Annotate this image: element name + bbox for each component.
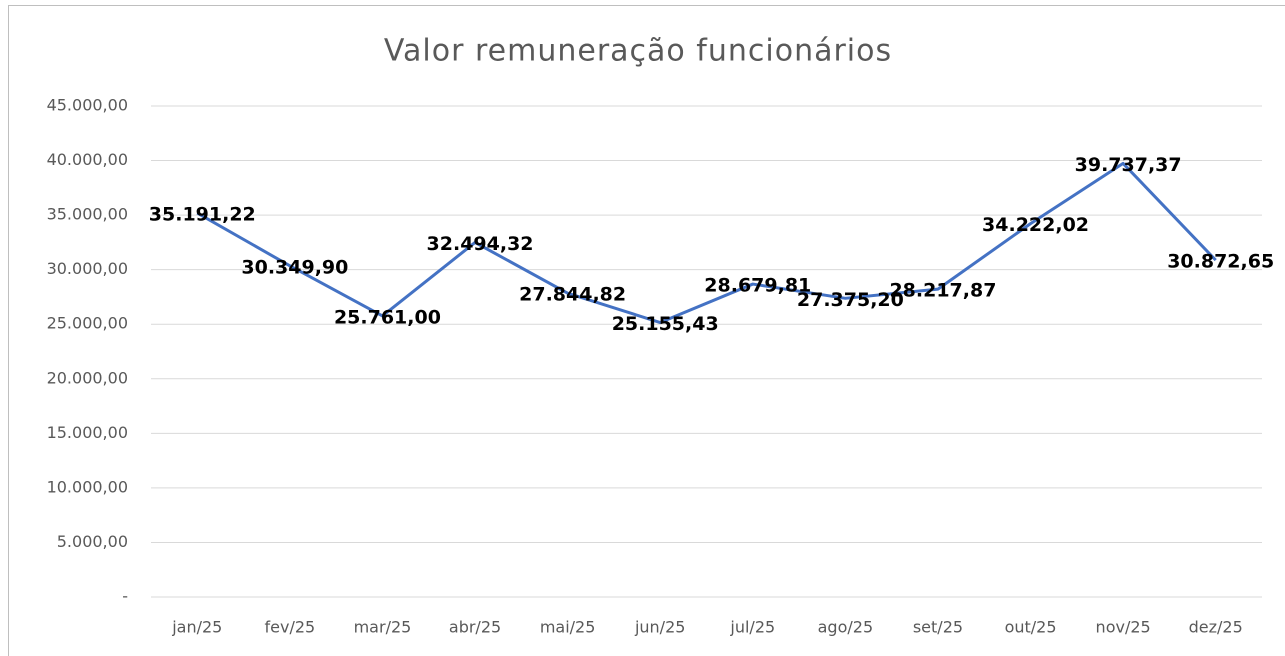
chart-border [8,5,1285,656]
data-label: 34.222,02 [982,214,1089,236]
y-tick-label: 40.000,00 [47,150,128,169]
data-label: 35.191,22 [149,204,256,226]
x-tick-label: ago/25 [818,618,874,637]
data-label: 28.679,81 [704,275,811,297]
x-tick-label: nov/25 [1096,618,1151,637]
x-tick-label: jan/25 [171,618,222,637]
data-label: 25.155,43 [612,313,719,335]
data-label: 27.844,82 [519,284,626,306]
y-tick-label: 25.000,00 [47,314,128,333]
y-tick-label: 5.000,00 [57,532,128,551]
x-tick-label: dez/25 [1189,618,1243,637]
data-label: 30.872,65 [1167,251,1274,273]
x-tick-label: mar/25 [354,618,412,637]
x-tick-label: out/25 [1005,618,1057,637]
y-tick-label: 15.000,00 [47,423,128,442]
y-tick-label: 35.000,00 [47,205,128,224]
data-label: 25.761,00 [334,306,441,328]
data-label: 28.217,87 [889,280,996,302]
x-tick-label: jun/25 [634,618,685,637]
y-tick-label: 45.000,00 [47,96,128,115]
x-tick-label: jul/25 [729,618,775,637]
x-tick-label: fev/25 [265,618,316,637]
y-tick-label: - [122,587,128,606]
chart-title: Valor remuneração funcionários [384,34,892,69]
y-tick-label: 20.000,00 [47,368,128,387]
data-label: 27.375,20 [797,289,904,311]
data-label: 39.737,37 [1075,154,1182,176]
data-label: 32.494,32 [427,233,534,255]
x-tick-label: mai/25 [540,618,596,637]
x-tick-label: set/25 [913,618,963,637]
data-label: 30.349,90 [241,256,348,278]
y-tick-label: 10.000,00 [47,477,128,496]
line [196,161,1217,325]
x-tick-label: abr/25 [449,618,501,637]
y-tick-label: 30.000,00 [47,259,128,278]
